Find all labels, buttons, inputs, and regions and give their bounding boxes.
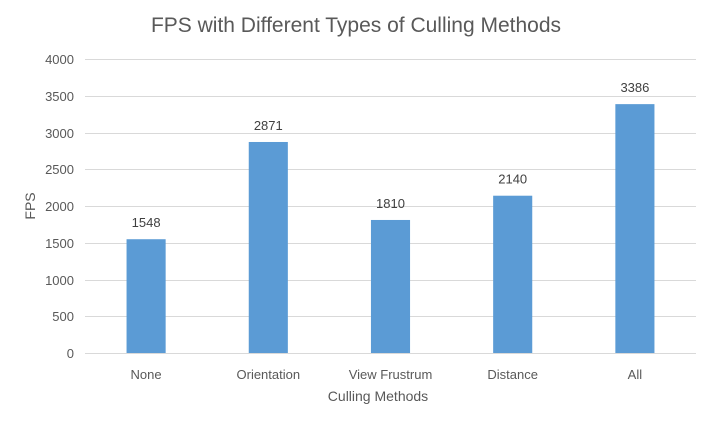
data-label: 3386 bbox=[620, 80, 649, 95]
y-tick-label: 2000 bbox=[45, 199, 74, 214]
gridlines bbox=[85, 59, 696, 354]
y-axis-title: FPS bbox=[22, 192, 38, 219]
x-axis-ticks: None Orientation View Frustrum Distance All bbox=[131, 367, 643, 382]
x-tick-label: Orientation bbox=[237, 367, 301, 382]
y-tick-label: 1000 bbox=[45, 273, 74, 288]
data-labels: 1548 2871 1810 2140 3386 bbox=[132, 80, 650, 230]
y-tick-label: 4000 bbox=[45, 52, 74, 67]
x-tick-label: All bbox=[628, 367, 643, 382]
x-tick-label: Distance bbox=[487, 367, 538, 382]
bar-view-frustrum bbox=[370, 219, 411, 353]
y-tick-label: 1500 bbox=[45, 236, 74, 251]
y-tick-label: 2500 bbox=[45, 162, 74, 177]
bar-distance bbox=[493, 195, 533, 353]
y-axis-ticks: 0 500 1000 1500 2000 2500 3000 3500 4000 bbox=[45, 52, 74, 361]
x-tick-label: None bbox=[131, 367, 162, 382]
x-tick-label: View Frustrum bbox=[349, 367, 433, 382]
bars bbox=[126, 104, 655, 353]
y-tick-label: 500 bbox=[52, 309, 74, 324]
bar-all bbox=[615, 104, 655, 353]
bar-orientation bbox=[248, 141, 288, 353]
data-label: 2140 bbox=[498, 172, 527, 187]
bar-none bbox=[126, 239, 166, 353]
data-label: 2871 bbox=[254, 118, 283, 133]
x-axis-title: Culling Methods bbox=[328, 388, 428, 404]
data-label: 1810 bbox=[376, 196, 405, 211]
y-tick-label: 3500 bbox=[45, 89, 74, 104]
data-label: 1548 bbox=[132, 215, 161, 230]
y-tick-label: 3000 bbox=[45, 126, 74, 141]
chart-title: FPS with Different Types of Culling Meth… bbox=[151, 14, 561, 37]
y-tick-label: 0 bbox=[67, 346, 74, 361]
